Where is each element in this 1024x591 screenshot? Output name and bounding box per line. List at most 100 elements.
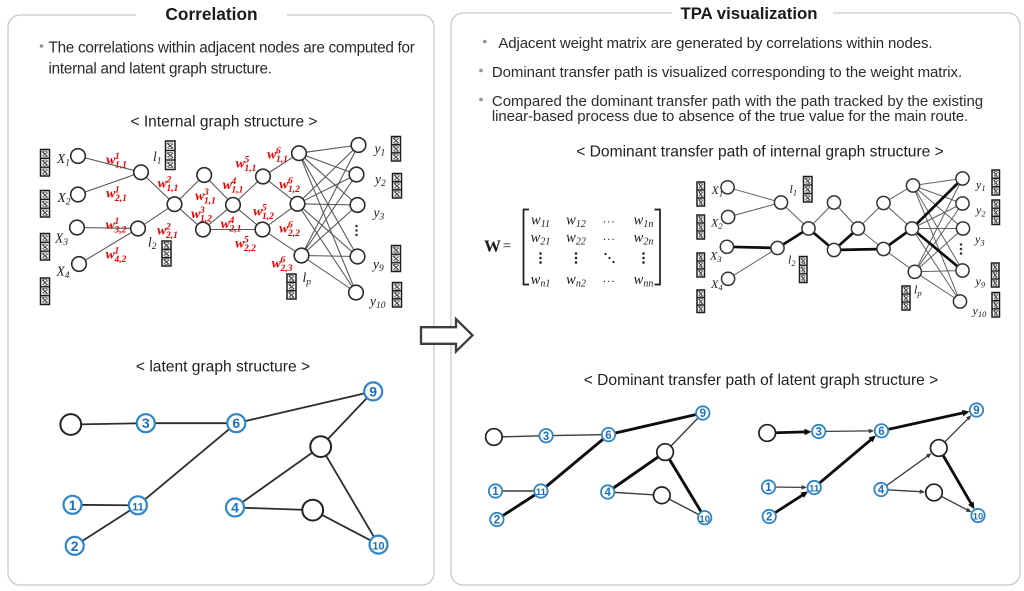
svg-text:1: 1 [115,247,120,257]
svg-text:y2: y2 [975,203,986,219]
svg-text:< latent graph structure >: < latent graph structure > [136,359,310,376]
svg-text:< Internal graph structure >: < Internal graph structure > [131,114,318,131]
svg-text:5: 5 [262,204,267,214]
svg-text:=: = [503,239,511,255]
svg-text:w: w [157,224,167,239]
svg-text:w: w [195,189,205,204]
svg-text:y9: y9 [975,274,986,290]
svg-text:2: 2 [494,515,500,527]
svg-text:< Dominant transfer path of la: < Dominant transfer path of latent graph… [584,372,939,389]
svg-text:w: w [106,153,116,168]
svg-text:2,2: 2,2 [243,244,256,254]
svg-text:4: 4 [604,487,611,499]
svg-text:6: 6 [281,256,286,266]
svg-text:l1: l1 [153,149,162,167]
svg-text:1,1: 1,1 [245,164,257,174]
svg-text:11: 11 [536,487,547,498]
svg-text:6: 6 [288,221,293,231]
svg-text:3: 3 [203,188,209,198]
svg-text:10: 10 [372,541,384,553]
svg-text:l1: l1 [790,182,798,198]
svg-text:4,2: 4,2 [114,255,127,265]
svg-text:4: 4 [229,216,235,226]
svg-text:TPA visualization: TPA visualization [680,4,817,23]
svg-text:6: 6 [276,147,281,157]
svg-text:1: 1 [115,217,120,227]
svg-text:10: 10 [699,514,710,525]
svg-text:4: 4 [231,177,237,187]
svg-text:1: 1 [115,186,120,196]
svg-text:internal and latent graph stru: internal and latent graph structure. [49,60,272,77]
svg-text:9: 9 [369,383,377,399]
svg-text:1,2: 1,2 [262,212,274,222]
svg-text:2: 2 [71,538,79,554]
svg-text:9: 9 [700,408,706,420]
svg-text:3: 3 [543,431,549,443]
svg-text:11: 11 [132,501,144,513]
svg-text:w: w [272,257,282,272]
svg-text:1: 1 [69,497,77,513]
svg-text:w: w [235,237,245,252]
svg-text:< Dominant transfer path of in: < Dominant transfer path of internal gra… [576,144,944,161]
svg-text:2,2: 2,2 [287,229,300,239]
svg-text:1,1: 1,1 [115,160,127,170]
svg-text:w: w [267,148,277,163]
svg-text:...: ... [603,231,616,243]
svg-text:4: 4 [231,500,239,516]
svg-text:1,1: 1,1 [204,196,216,206]
svg-text:w: w [106,218,116,233]
svg-text:...: ... [603,273,616,285]
svg-text:1: 1 [115,152,120,162]
svg-text:6: 6 [288,177,293,187]
svg-text:W: W [484,237,501,256]
svg-text:w: w [191,207,201,222]
svg-text:w: w [253,205,263,220]
svg-text:Dominant transfer path is visu: Dominant transfer path is visualized cor… [492,64,962,81]
svg-text:1,2: 1,2 [200,214,212,224]
svg-text:y3: y3 [974,232,985,248]
svg-text:6: 6 [878,426,884,438]
svg-text:w: w [236,157,246,172]
svg-text:6: 6 [605,430,611,442]
svg-text:1,1: 1,1 [232,185,244,195]
svg-text:2,1: 2,1 [114,194,127,204]
svg-text:11: 11 [809,484,820,495]
svg-text:2: 2 [165,223,171,233]
svg-text:l2: l2 [788,253,796,269]
svg-text:w: w [279,222,289,237]
svg-text:lp: lp [914,283,922,299]
svg-text:Adjacent weight matrix are gen: Adjacent weight matrix are generated by … [498,35,932,52]
svg-text:w: w [223,178,233,193]
svg-text:w: w [158,177,168,192]
svg-text:The correlations within adjace: The correlations within adjacent nodes a… [49,39,415,56]
svg-text:...: ... [603,213,616,225]
svg-text:w: w [221,217,231,232]
svg-text:2,1: 2,1 [165,231,178,241]
svg-text:10: 10 [973,512,984,523]
svg-text:3: 3 [142,415,150,431]
svg-text:6: 6 [232,415,240,431]
svg-text:y1: y1 [975,177,986,193]
svg-text:w: w [106,248,116,263]
svg-text:2: 2 [166,176,172,186]
svg-text:lp: lp [303,270,312,288]
svg-text:w: w [106,187,116,202]
svg-text:3: 3 [199,206,205,216]
svg-text:1: 1 [492,486,499,498]
svg-text:1,1: 1,1 [276,155,288,165]
svg-text:l2: l2 [148,235,157,253]
svg-text:3: 3 [815,427,821,439]
svg-text:2: 2 [766,512,772,524]
svg-text:Correlation: Correlation [165,4,257,24]
svg-text:2,1: 2,1 [229,224,242,234]
svg-text:linear-based process due to ab: linear-based process due to absence of t… [492,108,968,125]
svg-text:3,2: 3,2 [114,225,127,235]
svg-text:1,1: 1,1 [167,184,179,194]
svg-text:5: 5 [245,156,250,166]
svg-text:1,2: 1,2 [288,185,300,195]
svg-text:5: 5 [244,236,249,246]
svg-text:2,3: 2,3 [280,264,293,274]
svg-text:1: 1 [765,482,772,494]
svg-text:Compared the dominant transfer: Compared the dominant transfer path with… [492,93,983,110]
svg-text:9: 9 [973,405,979,417]
